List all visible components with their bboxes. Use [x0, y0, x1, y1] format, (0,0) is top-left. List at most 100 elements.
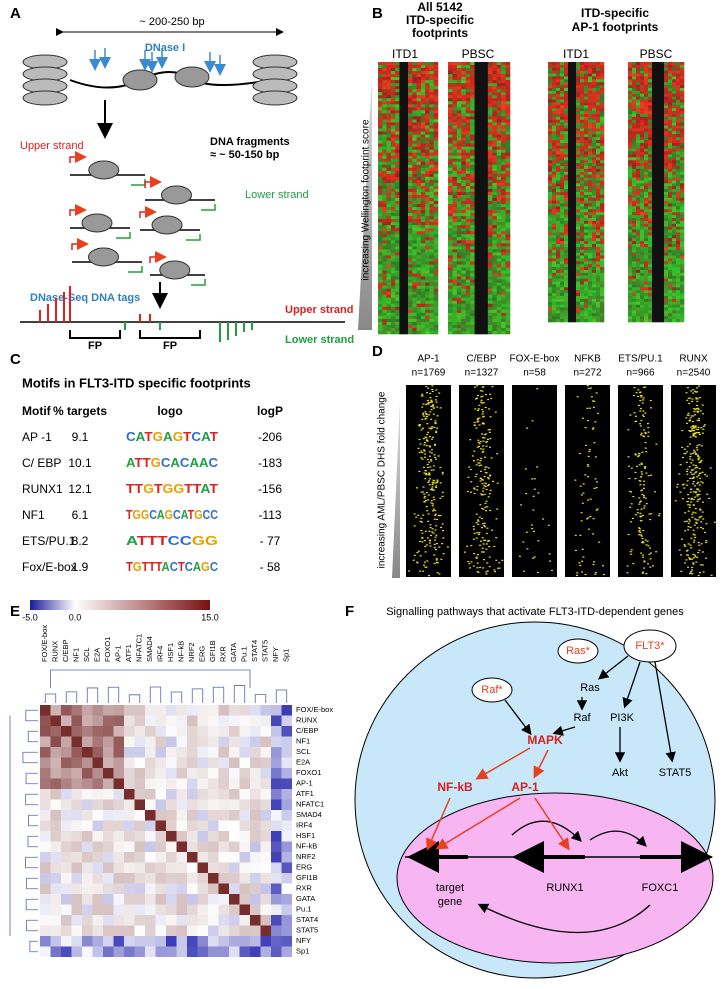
heatmap-cell	[588, 270, 592, 273]
heatmap-cell	[660, 186, 664, 189]
heatmap-cell	[404, 304, 409, 307]
heatmap-cell	[408, 213, 413, 216]
heatmap-cell	[584, 74, 588, 77]
heatmap-cell	[387, 80, 392, 83]
heatmap-cell	[457, 101, 462, 104]
heatmap-cell	[644, 282, 648, 285]
heatmap-cell	[461, 165, 466, 168]
heatmap-cell	[395, 243, 400, 246]
heatmap-cell	[592, 100, 596, 103]
heatmap-cell	[434, 222, 439, 225]
heatmap-cell	[560, 279, 564, 282]
heatmap-cell	[568, 261, 572, 264]
heatmap-cell	[391, 286, 396, 289]
heatmap-cell	[387, 62, 392, 65]
heatmap-cell	[628, 247, 632, 250]
heatmap-cell	[668, 157, 672, 160]
heatmap-cell	[475, 225, 480, 228]
heatmap-cell	[572, 319, 576, 322]
heatmap-cell	[425, 165, 430, 168]
heatmap-cell	[576, 100, 580, 103]
heatmap-cell	[628, 282, 632, 285]
heatmap-cell	[387, 132, 392, 135]
heatmap-cell	[680, 183, 684, 186]
heatmap-cell	[636, 131, 640, 134]
heatmap-cell	[399, 207, 404, 210]
heatmap-cell	[564, 126, 568, 129]
heatmap-cell	[470, 228, 475, 231]
heatmap-cell	[668, 232, 672, 235]
heatmap-cell	[429, 292, 434, 295]
heatmap-cell	[395, 298, 400, 301]
heatmap-cell	[584, 94, 588, 97]
heatmap-cell	[434, 237, 439, 240]
heatmap-cell	[404, 264, 409, 267]
header: logo	[157, 404, 182, 418]
heatmap-cell	[492, 322, 497, 325]
heatmap-cell	[466, 258, 471, 261]
heatmap-cell	[640, 282, 644, 285]
heatmap-cell	[434, 192, 439, 195]
heatmap-cell	[421, 71, 426, 74]
heatmap-cell	[548, 175, 552, 178]
heatmap-cell	[429, 195, 434, 198]
heatmap-cell	[417, 298, 422, 301]
heatmap-cell	[672, 284, 676, 287]
heatmap-cell	[488, 268, 493, 271]
heatmap-cell	[668, 284, 672, 287]
heatmap-cell	[632, 201, 636, 204]
heatmap-cell	[506, 77, 511, 80]
heatmap-cell	[560, 212, 564, 215]
heatmap-cell	[632, 227, 636, 230]
heatmap-cell	[501, 298, 506, 301]
heatmap-cell	[548, 282, 552, 285]
heatmap-cell	[576, 250, 580, 253]
heatmap-cell	[580, 154, 584, 157]
heatmap-cell	[434, 83, 439, 86]
heatmap-cell	[479, 159, 484, 162]
heatmap-cell	[483, 132, 488, 135]
heatmap-cell	[387, 138, 392, 141]
heatmap-cell	[382, 280, 387, 283]
heatmap-cell	[434, 325, 439, 328]
heatmap-cell	[395, 113, 400, 116]
heatmap-cell	[434, 110, 439, 113]
heatmap-cell	[479, 301, 484, 304]
heatmap-cell	[680, 149, 684, 152]
heatmap-cell	[588, 82, 592, 85]
heatmap-cell	[429, 298, 434, 301]
heatmap-cell	[408, 286, 413, 289]
heatmap-cell	[556, 94, 560, 97]
heatmap-cell	[572, 88, 576, 91]
heatmap-cell	[483, 95, 488, 98]
heatmap-cell	[399, 65, 404, 68]
heatmap-cell	[457, 307, 462, 310]
heatmap-cell	[676, 105, 680, 108]
heatmap-cell	[399, 62, 404, 65]
heatmap-cell	[652, 152, 656, 155]
heatmap-cell	[592, 123, 596, 126]
heatmap-cell	[378, 77, 383, 80]
heatmap-cell	[387, 144, 392, 147]
heatmap-cell	[664, 100, 668, 103]
heatmap-cell	[552, 238, 556, 241]
heatmap-cell	[497, 92, 502, 95]
heatmap-cell	[564, 215, 568, 218]
heatmap-cell	[421, 141, 426, 144]
heatmap-cell	[483, 138, 488, 141]
heatmap-cell	[556, 244, 560, 247]
heatmap-cell	[648, 238, 652, 241]
heatmap-cell	[408, 274, 413, 277]
heatmap-cell	[425, 198, 430, 201]
heatmap-cell	[461, 325, 466, 328]
heatmap-cell	[387, 186, 392, 189]
heatmap-cell	[572, 178, 576, 181]
heatmap-cell	[668, 180, 672, 183]
heatmap-cell	[382, 95, 387, 98]
heatmap-cell	[457, 210, 462, 213]
heatmap-cell	[399, 322, 404, 325]
heatmap-cell	[600, 261, 604, 264]
heatmap-cell	[497, 74, 502, 77]
heatmap-cell	[382, 110, 387, 113]
heatmap-cell	[497, 138, 502, 141]
